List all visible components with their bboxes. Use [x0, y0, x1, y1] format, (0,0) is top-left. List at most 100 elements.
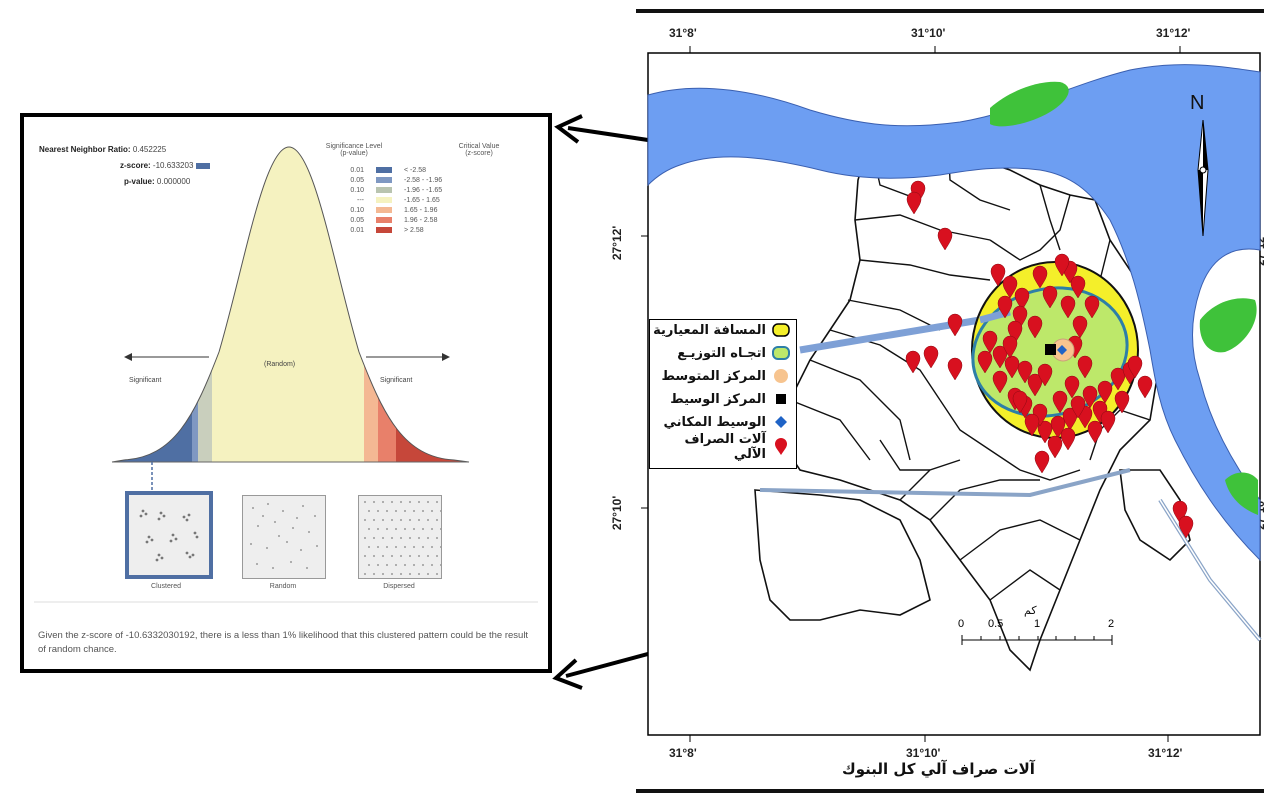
sig-row-swatch	[376, 177, 392, 183]
atm-pin-icon	[982, 330, 998, 354]
sig-row: 0.10 -1.96 - -1.65	[324, 187, 534, 195]
atm-pin-icon	[992, 370, 1008, 394]
clustered-pattern	[139, 509, 199, 562]
map-bottom-rule	[636, 789, 1264, 793]
scale-label-2: 1	[1034, 618, 1041, 630]
atm-pin-icon	[1060, 295, 1076, 319]
atm-pin-icon	[1032, 265, 1048, 289]
atm-pin-icon	[997, 295, 1013, 319]
legend-label-0: المسافة المعيارية	[653, 322, 766, 338]
sig-header: Significance Level (p-value)	[324, 143, 384, 157]
legend-item-spatial-median: الوسيط المكاني	[663, 412, 790, 432]
atm-pin-icon	[1137, 375, 1153, 399]
random-thumbnail	[242, 495, 326, 579]
sig-row-zscore: < -2.58	[404, 167, 426, 174]
blue-diamond-icon	[775, 416, 787, 428]
map-pin-icon	[775, 438, 787, 455]
legend-item-mean-center: المركز المتوسط	[661, 366, 790, 386]
atm-pin-icon	[1070, 275, 1086, 299]
sig-row-pvalue: 0.05	[350, 177, 364, 184]
atm-pin-icon	[1012, 390, 1028, 414]
legend-item-directional: اتجـاه التوزيـع	[677, 343, 790, 363]
sig-row-zscore: -1.65 - 1.65	[404, 197, 440, 204]
sig-row-swatch	[376, 217, 392, 223]
atm-pin-icon	[1052, 390, 1068, 414]
sig-row-swatch	[376, 227, 392, 233]
atm-pin-icon	[1002, 335, 1018, 359]
sig-row-pvalue: 0.05	[350, 217, 364, 224]
atm-pin-icon	[1034, 450, 1050, 474]
right-arrow-head	[442, 353, 450, 361]
random-thumb-label: Random	[269, 583, 297, 590]
random-label: (Random)	[264, 361, 296, 368]
atm-pin-icon	[1014, 287, 1030, 311]
atm-pin-icon	[1027, 315, 1043, 339]
nearest-neighbor-report-panel: Nearest Neighbor Ratio: 0.452225 z-score…	[20, 113, 552, 673]
north-arrow-icon	[1197, 119, 1209, 237]
sig-row-pvalue: 0.10	[350, 187, 364, 194]
atm-pin-icon	[1024, 413, 1040, 437]
sig-row: 0.01 > 2.58	[324, 227, 534, 235]
dispersed-pattern	[364, 501, 442, 575]
crit-header-line2: (z-score)	[465, 150, 493, 157]
legend-item-standard-distance: المسافة المعيارية	[653, 320, 790, 340]
bottom-tick-2: 31°12'	[1148, 746, 1183, 760]
pvalue-label: p-value:	[124, 177, 155, 186]
scale-bar	[961, 635, 1113, 645]
dispersed-label: Dispersed	[383, 583, 415, 590]
atm-pin-icon	[923, 345, 939, 369]
nn-ratio-label: Nearest Neighbor Ratio:	[39, 145, 131, 154]
atm-pin-icon	[992, 345, 1008, 369]
atm-pin-icon	[905, 350, 921, 374]
atm-pin-icon	[947, 357, 963, 381]
north-label: N	[1190, 92, 1205, 114]
sig-header-line2: (p-value)	[340, 150, 368, 157]
sig-row: 0.05 1.96 - 2.58	[324, 217, 534, 225]
zscore-value: -10.633203	[152, 161, 194, 170]
atm-pin-icon	[1077, 355, 1093, 379]
zscore-label: z-score:	[120, 161, 151, 170]
sig-row-pvalue: 0.01	[350, 227, 364, 234]
atm-pin-icon	[1054, 253, 1070, 277]
atm-pin-icon	[1037, 363, 1053, 387]
legend-label-1: اتجـاه التوزيـع	[677, 345, 766, 361]
normal-distribution-curve	[34, 146, 538, 603]
sig-row-zscore: > 2.58	[404, 227, 424, 234]
scale-label-0: 0	[958, 618, 965, 630]
atm-pins	[905, 180, 1194, 539]
atm-pin-icon	[1100, 410, 1116, 434]
atm-pin-icon	[1072, 315, 1088, 339]
blue-ellipse-icon	[772, 346, 790, 360]
dispersed-thumbnail	[358, 495, 442, 579]
atm-pin-icon	[1178, 515, 1194, 539]
island-south	[1225, 472, 1258, 515]
island-north	[990, 81, 1069, 127]
legend-label-2: المركز المتوسط	[661, 368, 766, 384]
atm-pin-icon	[1047, 435, 1063, 459]
left-arrow-head	[124, 353, 132, 361]
atm-pin-icon	[906, 191, 922, 215]
peach-circle-icon	[774, 369, 788, 383]
legend-item-atm: آلات الصراف الآلي	[650, 432, 790, 462]
top-tick-2: 31°12'	[1156, 26, 1191, 40]
zscore-swatch	[195, 162, 210, 169]
scale-label-3: 2	[1108, 618, 1115, 630]
clustered-thumbnail	[125, 491, 213, 579]
nn-ratio-value: 0.452225	[132, 145, 167, 154]
atm-pin-icon	[1097, 380, 1113, 404]
legend-label-4: الوسيط المكاني	[663, 414, 766, 430]
atm-pin-icon	[1064, 375, 1080, 399]
crit-header-line1: Critical Value	[458, 143, 500, 150]
atm-pin-icon	[1172, 500, 1188, 524]
sig-row-pvalue: 0.10	[350, 207, 364, 214]
atm-pin-icon	[1127, 355, 1143, 379]
legend-item-median-center: المركز الوسيط	[670, 389, 790, 409]
sig-header-line1: Significance Level	[325, 143, 383, 150]
nn-ratio-row: Nearest Neighbor Ratio: 0.452225	[39, 145, 166, 154]
road-center	[1159, 499, 1261, 641]
sig-row-zscore: 1.96 - 2.58	[404, 217, 438, 224]
island-middle	[1199, 298, 1257, 353]
crit-header: Critical Value (z-score)	[444, 143, 514, 157]
median-center-marker	[1045, 344, 1056, 355]
